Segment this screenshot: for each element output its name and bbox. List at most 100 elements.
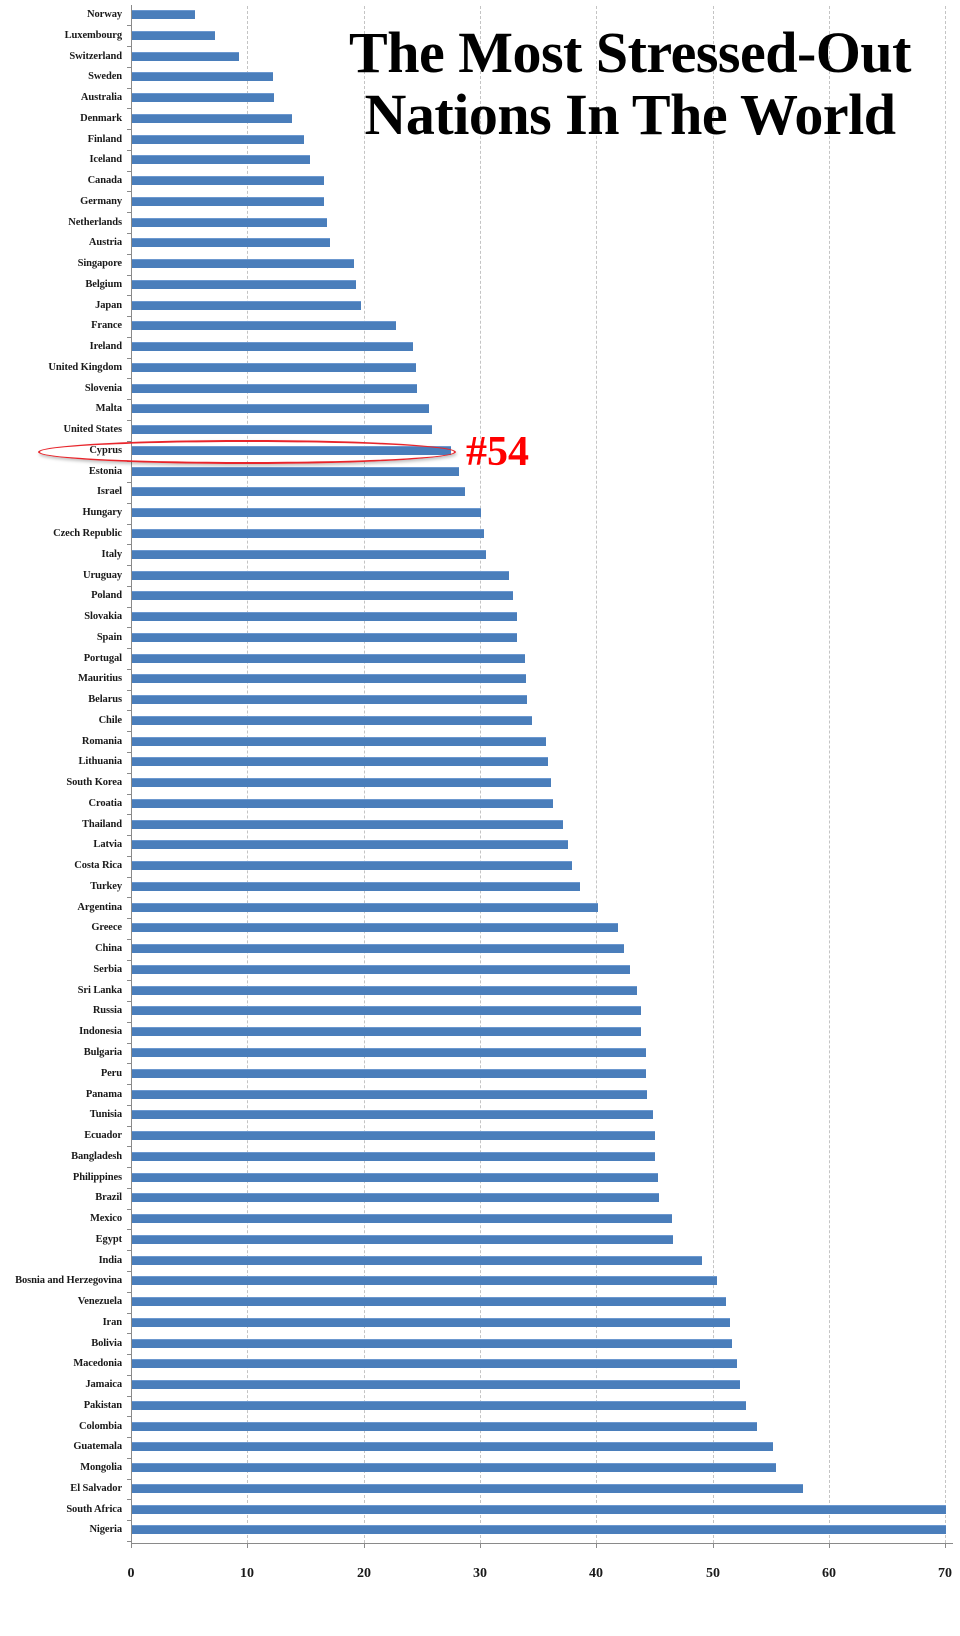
y-tick-mark (127, 88, 131, 89)
x-tick-mark (480, 1543, 481, 1548)
bar (132, 155, 310, 164)
category-label: India (98, 1255, 123, 1266)
bar (132, 944, 624, 953)
y-tick-mark (127, 544, 131, 545)
y-tick-mark (127, 980, 131, 981)
x-tick-label: 20 (357, 1566, 371, 1581)
bar (132, 674, 526, 683)
category-label: Switzerland (69, 51, 122, 62)
y-tick-mark (127, 1313, 131, 1314)
bar (132, 1152, 655, 1161)
bar (132, 93, 274, 102)
y-tick-mark (127, 1354, 131, 1355)
bar (132, 1525, 946, 1534)
bar (132, 1027, 641, 1036)
gridline (945, 6, 946, 1543)
y-tick-mark (127, 627, 131, 628)
category-label: Philippines (72, 1172, 122, 1183)
y-tick-mark (127, 918, 131, 919)
category-label: Bolivia (91, 1338, 122, 1349)
category-label: South Africa (66, 1504, 122, 1515)
bar (132, 1297, 726, 1306)
bar (132, 1463, 776, 1472)
bar (132, 1214, 672, 1223)
bar (132, 591, 513, 600)
bar (132, 1380, 740, 1389)
category-label: Luxembourg (64, 30, 122, 41)
bar (132, 487, 465, 496)
bar (132, 633, 517, 642)
category-label: South Korea (66, 777, 122, 788)
gridline (713, 6, 714, 1543)
bar (132, 404, 429, 413)
y-tick-mark (127, 669, 131, 670)
chart-title-line-1: The Most Stressed-Out (349, 20, 911, 85)
y-tick-mark (127, 710, 131, 711)
bar (132, 1131, 655, 1140)
category-label: Costa Rica (74, 860, 122, 871)
y-tick-mark (127, 960, 131, 961)
y-tick-mark (127, 1520, 131, 1521)
category-label: Estonia (88, 466, 122, 477)
category-label: Lithuania (78, 756, 123, 767)
category-label: Venezuela (77, 1296, 122, 1307)
category-label: Mongolia (80, 1462, 122, 1473)
y-tick-mark (127, 856, 131, 857)
category-label: Hungary (82, 507, 122, 518)
y-tick-mark (127, 939, 131, 940)
bar (132, 1048, 646, 1057)
bar (132, 321, 396, 330)
x-tick-mark (131, 1543, 132, 1548)
y-tick-mark (127, 1375, 131, 1376)
y-tick-mark (127, 1209, 131, 1210)
category-label: Serbia (93, 964, 122, 975)
category-label: Netherlands (68, 217, 122, 228)
bar (132, 1173, 658, 1182)
y-tick-mark (127, 1188, 131, 1189)
bar (132, 861, 572, 870)
category-label: Bulgaria (83, 1047, 122, 1058)
category-label: Germany (80, 196, 122, 207)
category-label: Ecuador (84, 1130, 122, 1141)
category-label: Argentina (77, 902, 122, 913)
y-tick-mark (127, 150, 131, 151)
bar (132, 52, 239, 61)
y-tick-mark (127, 1001, 131, 1002)
bar (132, 114, 292, 123)
y-tick-mark (127, 233, 131, 234)
category-label: Mauritius (77, 673, 122, 684)
bar (132, 716, 532, 725)
bar (132, 363, 416, 372)
bar (132, 467, 459, 476)
bar (132, 612, 517, 621)
category-label: Singapore (77, 258, 123, 269)
bar (132, 72, 273, 81)
category-label: Greece (91, 922, 122, 933)
bar (132, 197, 324, 206)
y-tick-mark (127, 1022, 131, 1023)
y-tick-mark (127, 191, 131, 192)
bar (132, 425, 432, 434)
bar (132, 986, 637, 995)
category-label: Sweden (88, 71, 122, 82)
bar (132, 1256, 702, 1265)
y-tick-mark (127, 794, 131, 795)
bar (132, 31, 215, 40)
category-label: Jamaica (85, 1379, 122, 1390)
category-label: France (91, 320, 122, 331)
bar (132, 1069, 646, 1078)
category-label: Belarus (88, 694, 122, 705)
category-label: Slovenia (84, 383, 122, 394)
y-tick-mark (127, 877, 131, 878)
y-axis-line (131, 5, 132, 1544)
y-tick-mark (127, 171, 131, 172)
x-tick-label: 60 (822, 1566, 836, 1581)
bar (132, 903, 598, 912)
category-label: El Salvador (70, 1483, 122, 1494)
y-tick-mark (127, 524, 131, 525)
y-tick-mark (127, 129, 131, 130)
bar (132, 135, 304, 144)
y-tick-mark (127, 25, 131, 26)
bar (132, 1442, 773, 1451)
bar (132, 923, 618, 932)
